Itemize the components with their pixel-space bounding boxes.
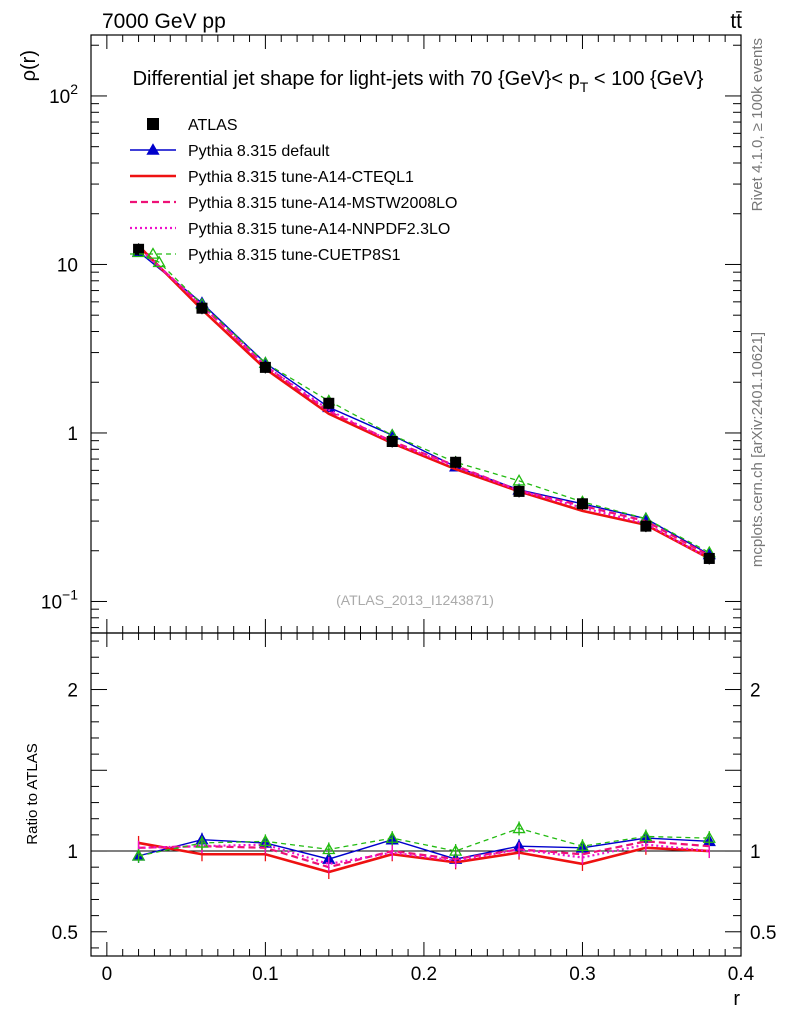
series-marker-pythia-8-315-tune-cuetp8s1 [639,829,653,842]
y-tick-label-ratio-right: 2 [750,681,761,702]
series-marker-pythia-8-315-tune-cuetp8s1 [385,831,399,843]
atlas-data-point [703,552,715,564]
x-axis-label: r [733,988,740,1010]
y-tick-label-ratio: 2 [67,681,78,702]
y-tick-label-ratio-right: 0.5 [750,923,776,944]
legend-marker [146,247,160,259]
main-plot-series [131,243,716,565]
legend-label: Pythia 8.315 tune-A14-CTEQL1 [188,169,414,186]
y-tick-label-main: 102 [49,81,78,108]
series-line-pythia-8-315-tune-a14-nnpdf2-3lo [138,843,710,866]
atlas-data-point [259,361,271,373]
legend-marker [146,143,160,155]
x-tick-label: 0.2 [411,964,437,985]
legend-label: Pythia 8.315 tune-A14-MSTW2008LO [188,195,457,212]
y-tick-label-main: 10 [57,255,78,276]
y-tick-label-ratio-right: 1 [750,842,761,863]
legend-marker-atlas [147,118,159,130]
series-marker-pythia-8-315-tune-cuetp8s1 [322,842,336,855]
series-line-pythia-8-315-tune-cuetp8s1 [138,251,710,554]
atlas-data-point [196,302,208,314]
x-tick-label: 0.1 [252,964,278,985]
tick-labels: 0 0.1 0.2 0.3 0.4 102 10 1 10−1 0.5 0.5 1 1 2 2 [41,81,777,985]
atlas-data-point [576,498,588,510]
atlas-data-point [450,456,462,468]
atlas-data-point [386,435,398,447]
series-marker-pythia-8-315-tune-cuetp8s1 [131,849,146,861]
series-line-pythia-8-315-tune-a14-cteql1 [137,244,710,560]
x-tick-label: 0.4 [728,964,755,985]
legend-label: Pythia 8.315 tune-CUETP8S1 [188,247,401,264]
main-axis-ticks [90,35,741,633]
series-line-pythia-8-315-tune-a14-nnpdf2-3lo [137,246,710,560]
series-marker-pythia-8-315-tune-cuetp8s1 [449,844,463,856]
series-marker-pythia-8-315-tune-cuetp8s1 [575,839,590,851]
atlas-data-point [133,243,145,255]
y-tick-label-ratio: 1 [67,842,78,863]
ratio-plot-frame [90,632,742,957]
series-marker-pythia-8-315-tune-cuetp8s1 [258,834,273,847]
series-marker-pythia-8-315-tune-cuetp8s1 [702,831,716,843]
y-tick-label-main: 1 [67,424,78,445]
series-marker-pythia-8-315-tune-cuetp8s1 [512,474,526,486]
y-axis-label-ratio: Ratio to ATLAS [24,743,41,844]
x-tick-label: 0 [102,964,113,985]
y-axis-label-main: ρ(r) [18,50,40,81]
series-line-pythia-8-315-tune-a14-mstw2008lo [138,840,710,869]
y-tick-label-ratio: 0.5 [52,923,78,944]
series-line-pythia-8-315-default [138,251,710,556]
analysis-watermark: (ATLAS_2013_I1243871) [336,592,494,608]
energy-label: 7000 GeV pp [102,10,226,33]
legend-label: ATLAS [188,117,238,134]
atlas-data-point [323,397,335,409]
mcplots-label: mcplots.cern.ch [arXiv:2401.10621] [749,332,766,567]
legend-label: Pythia 8.315 tune-A14-NNPDF2.3LO [188,221,450,238]
legend-label: Pythia 8.315 default [188,143,330,160]
legend: ATLAS Pythia 8.315 default Pythia 8.315 tu… [130,117,457,264]
chart-title: Differential jet shape for light-jets wi… [133,68,704,95]
ratio-plot-series [131,821,716,880]
series-line-pythia-8-315-tune-a14-cteql1 [138,841,710,874]
process-label: tt̄ [730,10,742,33]
series-line-pythia-8-315-tune-cuetp8s1 [138,827,710,857]
y-tick-label-main: 10−1 [41,586,78,613]
series-marker-pythia-8-315-tune-cuetp8s1 [152,255,166,268]
series-marker-pythia-8-315-tune-cuetp8s1 [512,821,526,834]
series-line-pythia-8-315-default [138,837,710,860]
series-line-pythia-8-315-tune-a14-mstw2008lo [137,247,710,557]
x-tick-label: 0.3 [569,964,595,985]
atlas-data-point [513,485,525,497]
series-marker-pythia-8-315-tune-cuetp8s1 [195,836,209,848]
rivet-label: Rivet 4.1.0, ≥ 100k events [749,38,766,211]
atlas-data-point [640,520,652,532]
ratio-axis-ticks [90,633,741,956]
